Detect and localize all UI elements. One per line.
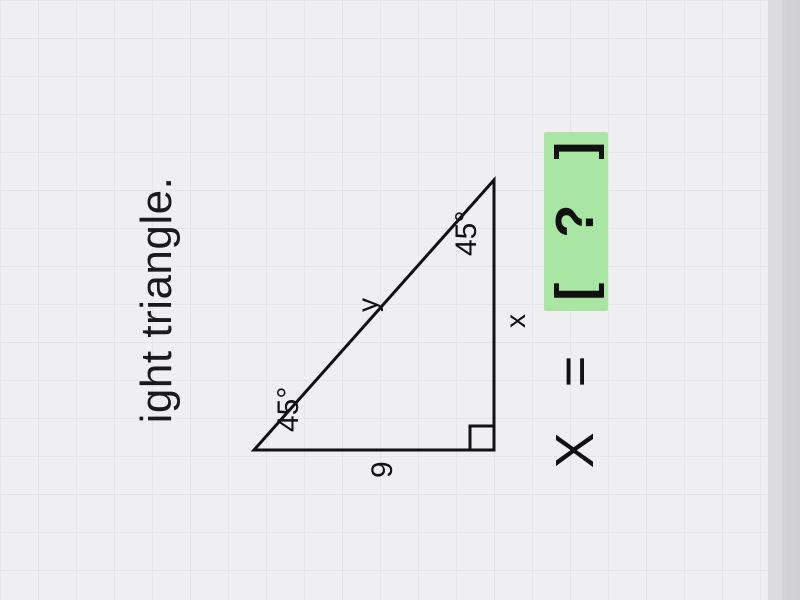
- answer-lhs: X: [545, 432, 605, 468]
- truncated-heading: ight triangle.: [132, 177, 182, 424]
- answer-placeholder: ?: [545, 205, 605, 238]
- triangle-figure: 45° 45° 9 y x: [194, 120, 534, 480]
- scrollbar[interactable]: [781, 0, 800, 600]
- angle-label-right: 45°: [450, 211, 484, 256]
- side-label-9: 9: [366, 461, 400, 478]
- answer-box[interactable]: [ ? ]: [544, 132, 608, 311]
- angle-label-top: 45°: [272, 387, 306, 432]
- equals-sign: =: [545, 356, 605, 388]
- worksheet-area: ight triangle. 45° 45° 9 y x X = [: [0, 0, 768, 600]
- right-angle-marker: [470, 426, 494, 450]
- answer-row: X = [ ? ]: [544, 40, 608, 560]
- bracket-close: ]: [545, 142, 605, 160]
- margin-strip: [767, 0, 782, 600]
- rotated-stage: ight triangle. 45° 45° 9 y x X = [: [124, 40, 644, 560]
- side-label-x: x: [500, 314, 532, 328]
- side-label-y: y: [352, 298, 384, 312]
- bracket-open: [: [545, 283, 605, 301]
